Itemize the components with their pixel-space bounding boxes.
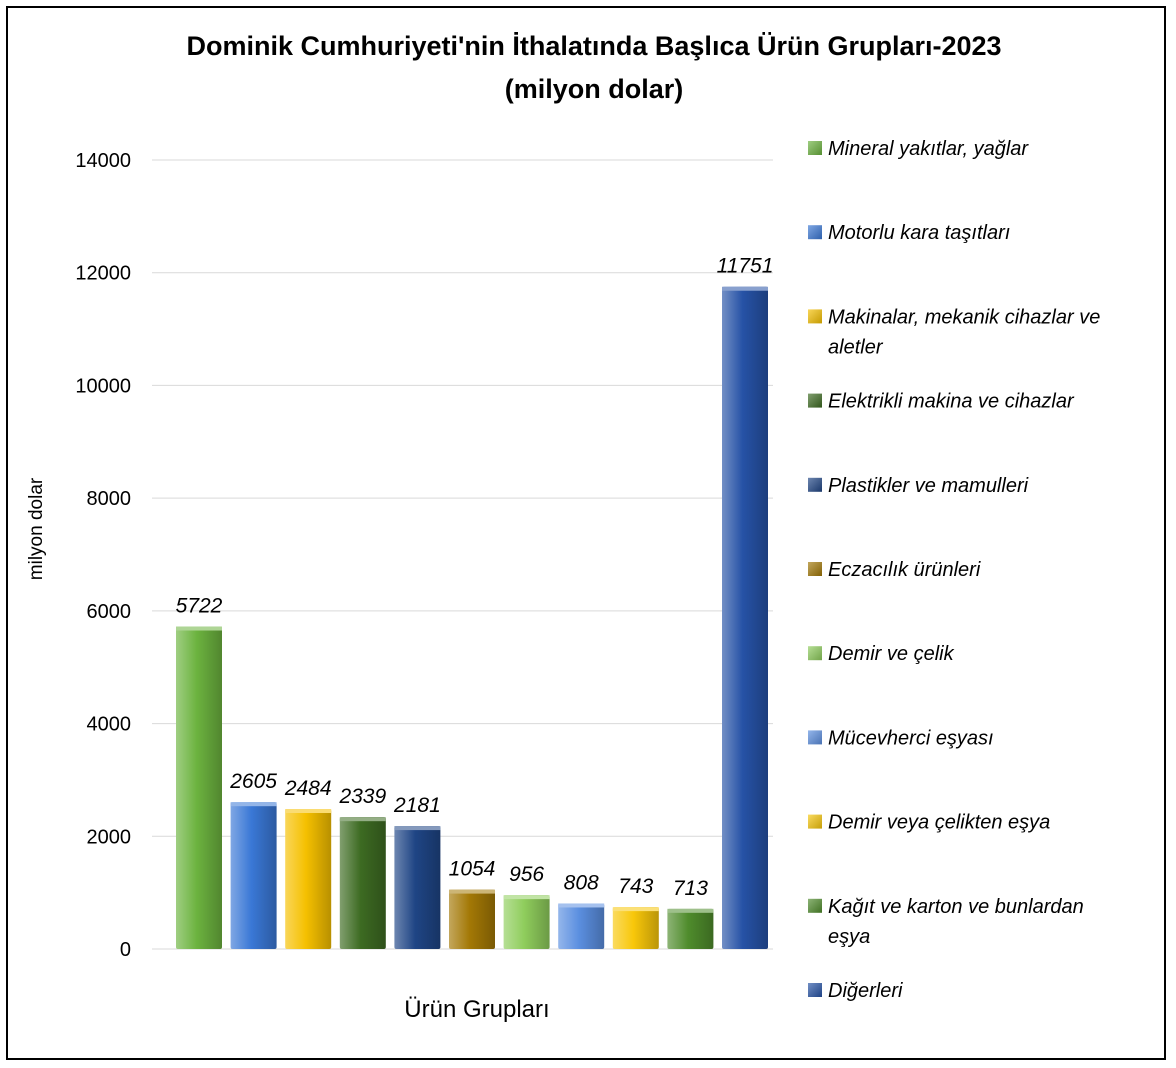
bar-top-highlight (339, 817, 386, 822)
data-label: 713 (673, 877, 708, 900)
bar (285, 809, 332, 949)
bar (722, 286, 768, 950)
bar (394, 826, 441, 949)
bar (176, 626, 222, 949)
bar-top-highlight (285, 809, 332, 814)
legend-entry-label: Mineral yakıtlar, yağlar (828, 138, 1029, 160)
legend-entry-label: Diğerleri (828, 980, 903, 1002)
legend-swatch (808, 814, 822, 829)
data-label: 2339 (338, 785, 386, 808)
y-tick-label: 0 (120, 939, 131, 961)
y-axis-ticks: 0 2000 4000 6000 8000 10000 12000 14000 (75, 150, 131, 961)
y-tick-label: 12000 (75, 263, 131, 285)
y-tick-label: 10000 (75, 375, 131, 397)
legend-entry-label: Mücevherci eşyası (828, 727, 994, 749)
legend-entry-label: Demir veya çelikten eşya (828, 812, 1050, 834)
bar (449, 889, 495, 949)
y-axis-label: milyon dolar (26, 477, 47, 580)
bar (612, 907, 659, 949)
y-tick-label: 8000 (87, 488, 132, 510)
legend-swatch (808, 730, 822, 745)
bar (667, 908, 714, 949)
legend-entry-label: Makinalar, mekanik cihazlar ve (828, 306, 1100, 328)
bar-top-highlight (558, 903, 605, 908)
chart-subtitle: (milyon dolar) (505, 74, 684, 104)
legend-swatch (808, 898, 822, 913)
y-tick-label: 2000 (87, 826, 132, 848)
data-label: 1054 (449, 858, 496, 881)
bar-top-highlight (667, 908, 714, 913)
bar-top-highlight (230, 802, 277, 807)
bar-top-highlight (449, 889, 495, 894)
bar-top-highlight (612, 907, 659, 912)
legend-entry-label: Plastikler ve mamulleri (828, 475, 1029, 497)
data-label: 808 (564, 871, 599, 894)
bar-top-highlight (176, 626, 222, 631)
bar (339, 817, 386, 949)
legend-swatch (808, 141, 822, 155)
data-label: 11751 (717, 255, 774, 278)
bar-top-highlight (503, 895, 550, 900)
bar (558, 903, 605, 949)
legend-entry-label: Motorlu kara taşıtları (828, 222, 1010, 244)
bar-top-highlight (394, 826, 441, 831)
y-tick-label: 6000 (87, 601, 132, 623)
bar (503, 895, 550, 949)
legend-swatch (808, 646, 822, 661)
legend-entry-label: aletler (828, 336, 884, 358)
chart-title: Dominik Cumhuriyeti'nin İthalatında Başl… (186, 31, 1001, 61)
legend-entry-label: Demir ve çelik (828, 643, 955, 665)
y-tick-label: 4000 (87, 714, 132, 736)
legend-swatch (808, 477, 822, 492)
legend-swatch (808, 225, 822, 240)
data-label: 2181 (393, 794, 441, 817)
data-label: 956 (509, 863, 544, 886)
bar (230, 802, 277, 949)
bar-top-highlight (722, 286, 768, 291)
legend-swatch (808, 309, 822, 324)
data-label: 2605 (229, 770, 277, 793)
legend-swatch (808, 983, 822, 997)
data-label: 2484 (284, 777, 332, 800)
x-axis-label: Ürün Grupları (404, 996, 549, 1023)
bars (176, 286, 768, 950)
legend-entry-label: Kağıt ve karton ve bunlardan (828, 896, 1084, 918)
legend-swatch (808, 562, 822, 576)
legend-entry-label: Elektrikli makina ve cihazlar (828, 391, 1075, 413)
legend-swatch (808, 393, 822, 408)
data-labels: 5722 2605 2484 2339 2181 1054 956 808 743 713 1175… (176, 255, 774, 900)
data-label: 5722 (176, 595, 223, 618)
legend-entry-label: eşya (828, 926, 870, 948)
legend: Mineral yakıtlar, yağlar Motorlu kara taş… (808, 138, 1100, 1002)
y-tick-label: 14000 (75, 150, 131, 172)
legend-entry-label: Eczacılık ürünleri (828, 559, 981, 581)
data-label: 743 (618, 875, 653, 898)
